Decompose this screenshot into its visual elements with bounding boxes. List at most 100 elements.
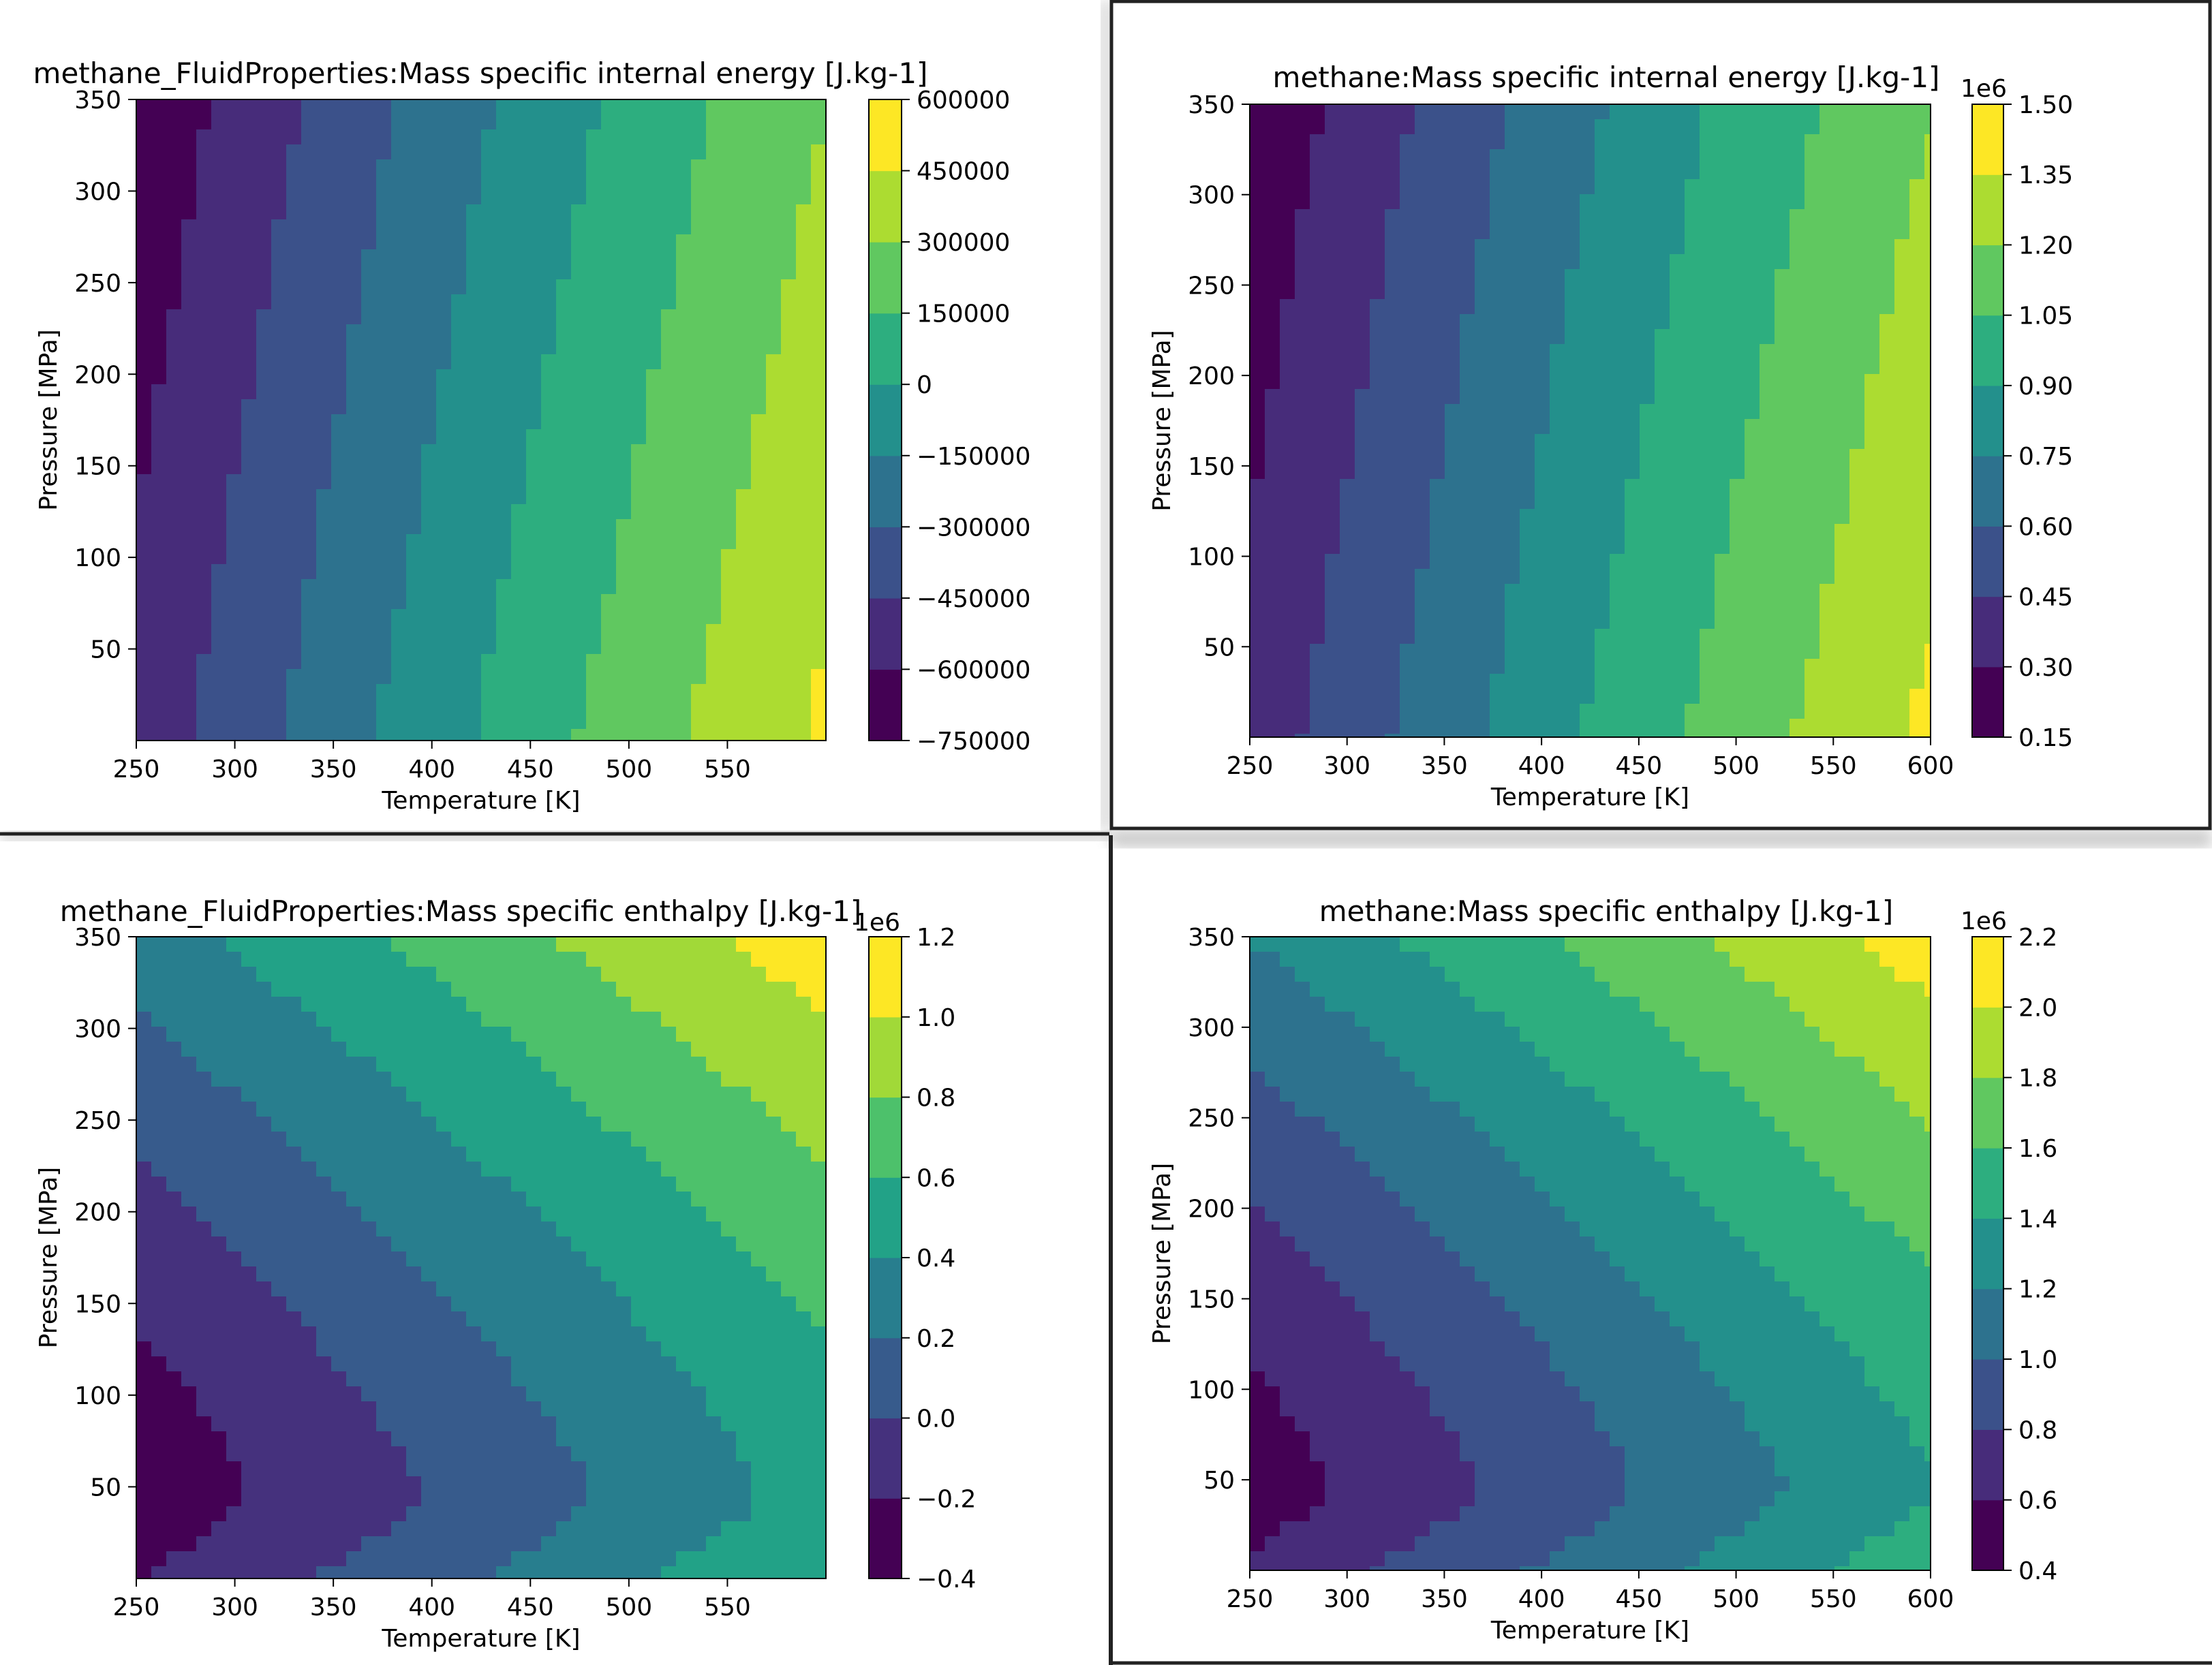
contour-cell	[196, 1536, 212, 1552]
contour-cell	[1430, 449, 1445, 465]
contour-cell	[361, 1491, 377, 1507]
contour-cell	[796, 309, 812, 325]
contour-cell	[1415, 539, 1430, 555]
contour-cell	[331, 234, 347, 250]
contour-cell	[1655, 149, 1670, 165]
contour-cell	[1849, 464, 1865, 480]
contour-cell	[1475, 164, 1490, 180]
contour-cell	[1295, 434, 1310, 450]
contour-cell	[1490, 314, 1505, 330]
contour-cell	[151, 1192, 167, 1207]
contour-cell	[226, 1042, 242, 1057]
contour-cell	[1550, 389, 1565, 405]
contour-cell	[1670, 164, 1685, 180]
contour-cell	[1415, 224, 1430, 240]
contour-cell	[271, 1147, 287, 1162]
contour-cell	[1610, 704, 1625, 719]
contour-cell	[1760, 569, 1775, 585]
contour-cell	[1595, 449, 1610, 465]
contour-cell	[151, 1236, 167, 1252]
contour-cell	[481, 489, 497, 505]
contour-cell	[256, 1431, 272, 1447]
contour-cell	[601, 144, 617, 160]
contour-cell	[1310, 614, 1325, 629]
contour-cell	[811, 174, 827, 190]
contour-cell	[451, 114, 467, 130]
contour-cell	[1789, 239, 1805, 255]
contour-cell	[256, 204, 272, 220]
contour-cell	[1775, 584, 1790, 600]
contour-cell	[1625, 269, 1640, 285]
contour-cell	[301, 369, 317, 385]
contour-cell	[376, 519, 392, 535]
contour-cell	[1265, 464, 1280, 480]
contour-cell	[1775, 464, 1790, 480]
contour-cell	[1310, 209, 1325, 225]
contour-cell	[421, 1281, 437, 1297]
contour-cell	[1280, 494, 1295, 510]
contour-cell	[1265, 179, 1280, 195]
contour-cell	[646, 429, 662, 445]
contour-cell	[166, 639, 182, 655]
contour-cell	[391, 1042, 407, 1057]
contour-cell	[256, 1506, 272, 1522]
contour-cell	[1535, 584, 1550, 600]
contour-cell	[1819, 689, 1835, 704]
contour-cell	[1924, 269, 1931, 285]
contour-cell	[1834, 389, 1850, 405]
contour-cell	[331, 309, 347, 325]
contour-cell	[226, 982, 242, 997]
contour-cell	[1924, 374, 1931, 390]
contour-cell	[766, 99, 782, 115]
contour-cell	[211, 309, 227, 325]
contour-cell	[286, 684, 302, 700]
contour-cell	[706, 279, 722, 295]
contour-cell	[436, 489, 452, 505]
contour-cell	[706, 309, 722, 325]
contour-cell	[271, 444, 287, 460]
contour-cell	[1730, 554, 1745, 570]
contour-cell	[616, 159, 632, 175]
contour-cell	[166, 609, 182, 625]
contour-cell	[706, 204, 722, 220]
contour-cell	[1385, 434, 1400, 450]
contour-cell	[1760, 194, 1775, 210]
contour-cell	[496, 684, 512, 700]
contour-cell	[1415, 374, 1430, 390]
contour-cell	[751, 309, 767, 325]
contour-cell	[1445, 314, 1460, 330]
contour-cell	[181, 1266, 197, 1282]
contour-cell	[781, 264, 797, 280]
contour-cell	[796, 339, 812, 355]
contour-cell	[661, 219, 677, 235]
contour-cell	[616, 384, 632, 400]
contour-cell	[1760, 404, 1775, 420]
contour-cell	[1295, 629, 1310, 644]
contour-cell	[736, 624, 752, 640]
contour-cell	[226, 429, 242, 445]
contour-cell	[331, 174, 347, 190]
contour-cell	[226, 99, 242, 115]
contour-cell	[346, 1566, 362, 1579]
contour-cell	[1400, 689, 1415, 704]
contour-cell	[346, 1162, 362, 1177]
contour-cell	[436, 654, 452, 670]
contour-cell	[646, 549, 662, 565]
contour-cell	[616, 549, 632, 565]
contour-cell	[1325, 314, 1340, 330]
contour-cell	[136, 219, 152, 235]
contour-cell	[151, 204, 167, 220]
contour-cell	[1280, 659, 1295, 674]
contour-cell	[1760, 239, 1775, 255]
contour-cell	[1700, 134, 1715, 150]
contour-cell	[1730, 179, 1745, 195]
contour-cell	[691, 699, 707, 715]
contour-cell	[1775, 719, 1790, 734]
contour-cell	[376, 1401, 392, 1417]
contour-cell	[1280, 104, 1295, 120]
contour-cell	[166, 309, 182, 325]
contour-cell	[1595, 704, 1610, 719]
x-tick-label: 400	[408, 756, 455, 783]
contour-cell	[196, 204, 212, 220]
contour-cell	[1400, 674, 1415, 689]
